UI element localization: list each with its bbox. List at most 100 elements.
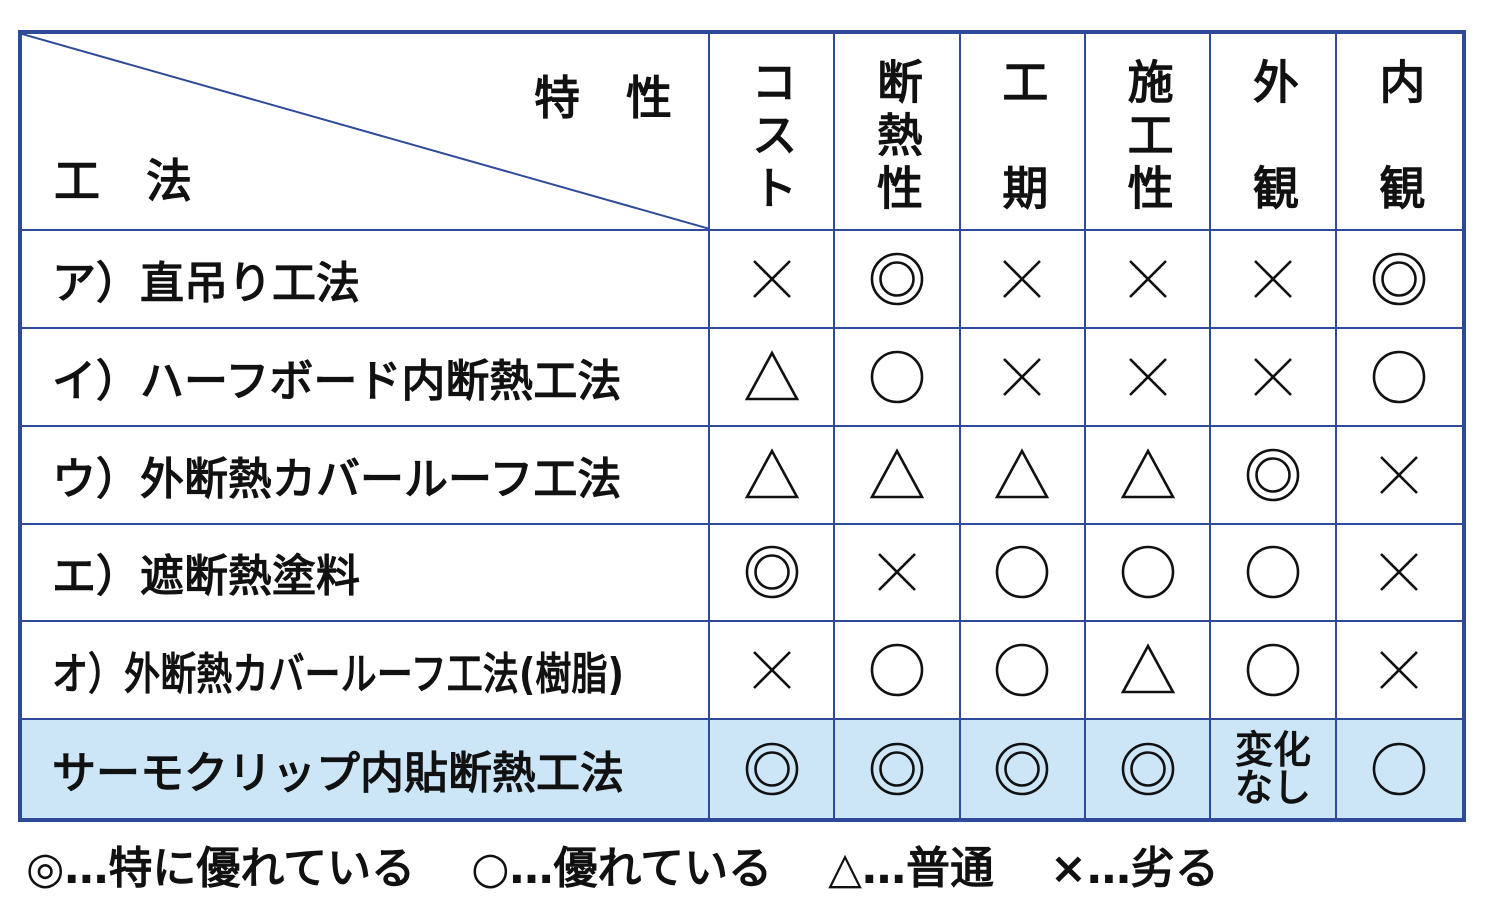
double-circle-icon (745, 546, 798, 599)
rating-cell (1336, 720, 1462, 818)
triangle-icon (995, 447, 1050, 498)
comparison-table: 特 性 工 法 コスト 断熱性 工期 施工性 外観 内観ア）直吊り工法イ）ハーフボード内断… (18, 30, 1466, 822)
cross-icon (752, 259, 791, 298)
rating-cell (960, 720, 1086, 818)
legend-item: ○…優れている (471, 843, 773, 894)
rating-cell (710, 524, 836, 623)
legend-item: △…普通 (828, 843, 994, 894)
circle-icon (1121, 546, 1174, 599)
column-header-label: 外観 (1245, 58, 1300, 210)
circle-icon (1246, 643, 1300, 697)
rating-cell (960, 622, 1086, 721)
rating-cell (960, 524, 1086, 623)
cross-icon (1128, 259, 1167, 298)
double-circle-icon (1121, 742, 1174, 796)
rating-cell (1336, 427, 1462, 525)
column-header-label: 工期 (995, 58, 1050, 210)
rating-cell (1336, 525, 1462, 623)
circle-icon (996, 546, 1049, 599)
legend-item: ◎…特に優れている (26, 843, 416, 894)
rating-cell (960, 426, 1086, 525)
cross-icon (1380, 553, 1419, 592)
circle-icon (870, 643, 924, 697)
method-label: 工 法 (54, 154, 192, 208)
rating-cell (1211, 622, 1337, 721)
double-circle-icon (1373, 252, 1426, 306)
column-header: コスト (710, 34, 836, 231)
cross-icon (1003, 259, 1042, 298)
column-header-label: 内観 (1372, 58, 1427, 210)
double-circle-icon (996, 742, 1049, 796)
method-name: オ）外断熱カバールーフ工法(樹脂) (52, 649, 625, 701)
circle-icon (1373, 350, 1426, 404)
rating-cell (960, 231, 1086, 329)
rating-cell (835, 622, 961, 721)
column-header: 断熱性 (835, 34, 961, 231)
triangle-icon (1120, 643, 1175, 694)
column-header: 工期 (960, 34, 1086, 231)
circle-icon (996, 643, 1049, 697)
legend: ◎…特に優れている ○…優れている △…普通 ×…劣る (26, 834, 1275, 894)
column-header: 内観 (1336, 34, 1462, 231)
rating-cell (1211, 524, 1337, 623)
method-name: ア）直吊り工法 (52, 257, 360, 309)
cross-icon (878, 553, 916, 592)
rating-cell (1336, 231, 1462, 329)
rating-cell: 変化なし (1211, 720, 1337, 818)
row-header: エ）遮断熱塗料 (22, 524, 710, 623)
rating-cell (710, 622, 836, 721)
rating-cell (835, 328, 961, 427)
row-header: イ）ハーフボード内断熱工法 (22, 328, 710, 427)
double-circle-icon (870, 252, 924, 306)
row-header: サーモクリップ内貼断熱工法 (22, 720, 710, 818)
rating-cell (835, 231, 961, 329)
rating-cell (710, 720, 836, 818)
cross-icon (1254, 259, 1292, 298)
column-header: 施工性 (1086, 34, 1212, 231)
cross-icon (752, 651, 791, 690)
circle-icon (1246, 546, 1300, 599)
double-circle-icon (745, 742, 798, 796)
rating-cell (1211, 328, 1337, 427)
rating-cell (835, 524, 961, 623)
rating-cell (835, 720, 961, 818)
rating-cell (710, 426, 836, 525)
cross-icon (1128, 357, 1167, 396)
rating-text: 変化なし (1234, 728, 1311, 811)
rating-cell (710, 328, 836, 427)
rating-cell (1086, 328, 1212, 427)
double-circle-icon (870, 742, 924, 796)
rating-cell (1211, 231, 1337, 329)
method-name: サーモクリップ内貼断熱工法 (52, 748, 624, 800)
diagonal-divider (22, 34, 710, 229)
circle-icon (1373, 742, 1426, 796)
legend-item: ×…劣る (1050, 843, 1219, 894)
triangle-icon (744, 350, 799, 401)
column-header-label: 施工性 (1120, 58, 1175, 210)
cross-icon (1380, 651, 1419, 690)
rating-cell (960, 328, 1086, 427)
rating-cell (1086, 524, 1212, 623)
rating-cell (1086, 426, 1212, 525)
method-name: ウ）外断熱カバールーフ工法 (52, 453, 622, 505)
triangle-icon (869, 447, 925, 498)
cross-icon (1380, 455, 1419, 494)
column-header-label: 断熱性 (869, 58, 924, 210)
triangle-icon (1120, 447, 1175, 498)
corner-header-cell: 特 性 工 法 (22, 34, 710, 231)
rating-cell (1086, 231, 1212, 329)
rating-cell (1086, 622, 1212, 721)
column-header: 外観 (1211, 34, 1337, 231)
method-name: エ）遮断熱塗料 (52, 551, 360, 603)
rating-cell (1211, 426, 1337, 525)
rating-cell (710, 231, 836, 329)
rating-cell (835, 426, 961, 525)
cross-icon (1254, 357, 1292, 396)
rating-cell (1086, 720, 1212, 818)
cross-icon (1003, 357, 1042, 396)
column-header-label: コスト (744, 58, 799, 210)
characteristics-label: 特 性 (534, 71, 672, 125)
triangle-icon (744, 447, 799, 498)
rating-cell (1336, 329, 1462, 427)
row-header: ウ）外断熱カバールーフ工法 (22, 426, 710, 525)
